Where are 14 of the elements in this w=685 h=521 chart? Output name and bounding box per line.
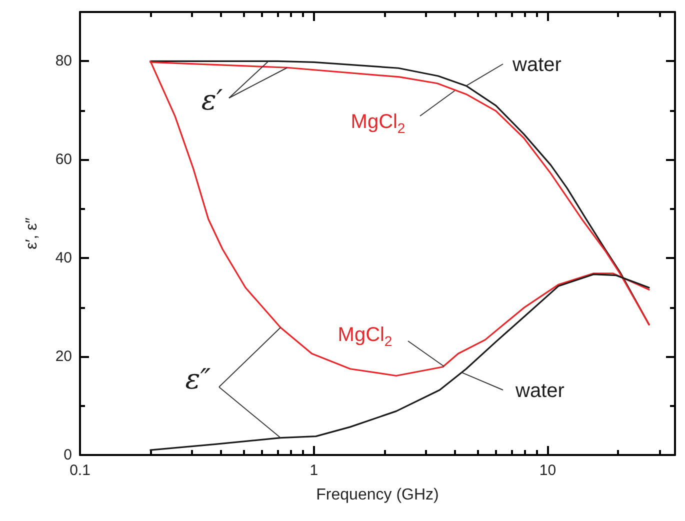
annotation: water [514,380,565,402]
y-tick-label: 60 [55,151,72,168]
x-tick-label: 1 [310,462,318,479]
y-tick-label: 0 [64,446,72,464]
annotation: water [512,54,562,76]
y-axis-title: ε′, ε″ [24,217,40,250]
y-tick-label: 20 [55,348,72,366]
y-tick-label: 40 [55,250,72,267]
x-tick-label: 0.1 [70,462,90,479]
x-axis-title: Frequency (GHz) [316,486,439,504]
x-tick-label: 10 [539,462,556,479]
annotation: ε′ [201,84,224,116]
annotation: ε″ [185,362,212,396]
y-tick-label: 80 [55,52,72,70]
